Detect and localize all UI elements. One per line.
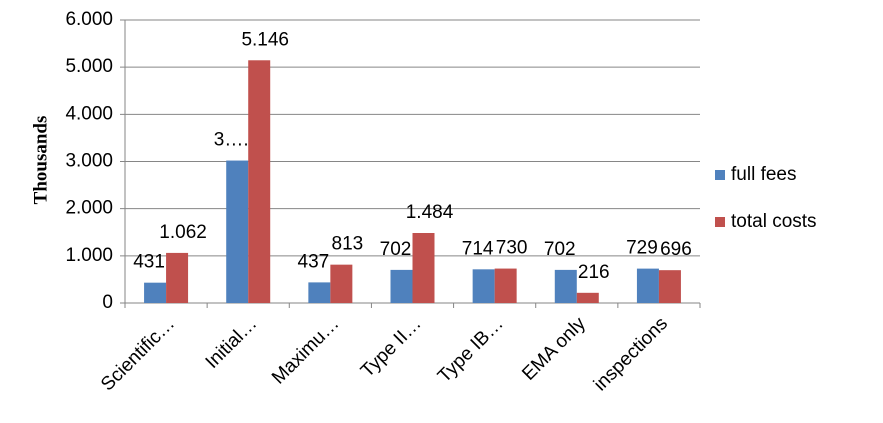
value-label: 696 [660,239,692,260]
value-label: 1.484 [406,202,454,223]
x-tick-label: Scientific… [97,313,179,395]
bar [412,233,435,303]
value-label: 1.062 [159,222,207,243]
value-label: 216 [578,262,610,283]
value-label: 702 [380,239,412,260]
value-label: 431 [133,252,165,273]
y-tick-label: 1.000 [65,245,113,266]
x-tick-label: Maximu… [268,313,343,388]
value-label: 729 [626,238,658,259]
legend-label: full fees [731,164,796,185]
bar [248,60,271,303]
x-tick-label: Type II… [357,313,426,382]
y-tick-label: 0 [102,292,113,313]
bar [494,268,517,303]
y-tick-label: 6.000 [65,9,113,30]
x-tick-label: Initial… [202,313,262,373]
value-label: 730 [496,238,528,259]
bar [472,269,495,303]
bar [636,268,659,303]
value-label: 3…. [214,130,249,151]
legend-swatch [715,217,725,227]
bar [144,282,167,303]
bar [554,269,577,303]
bar [390,269,413,303]
y-tick-label: 4.000 [65,103,113,124]
bar [308,282,331,303]
x-tick-label: inspections [590,313,672,395]
x-tick-label: EMA only [518,313,590,385]
bar [226,160,249,303]
y-tick-label: 2.000 [65,198,113,219]
bar [658,270,681,303]
y-axis-title: Thousands [30,116,51,205]
value-label: 5.146 [241,29,289,50]
value-label: 702 [544,239,576,260]
y-tick-label: 5.000 [65,56,113,77]
bar [576,292,599,303]
bar [166,252,189,303]
x-tick-label: Type IB… [434,313,508,387]
value-label: 813 [332,234,364,255]
bar [330,264,353,303]
legend-swatch [715,170,725,180]
legend-label: total costs [731,211,817,232]
value-label: 437 [298,251,330,272]
value-label: 714 [462,238,494,259]
y-tick-label: 3.000 [65,151,113,172]
